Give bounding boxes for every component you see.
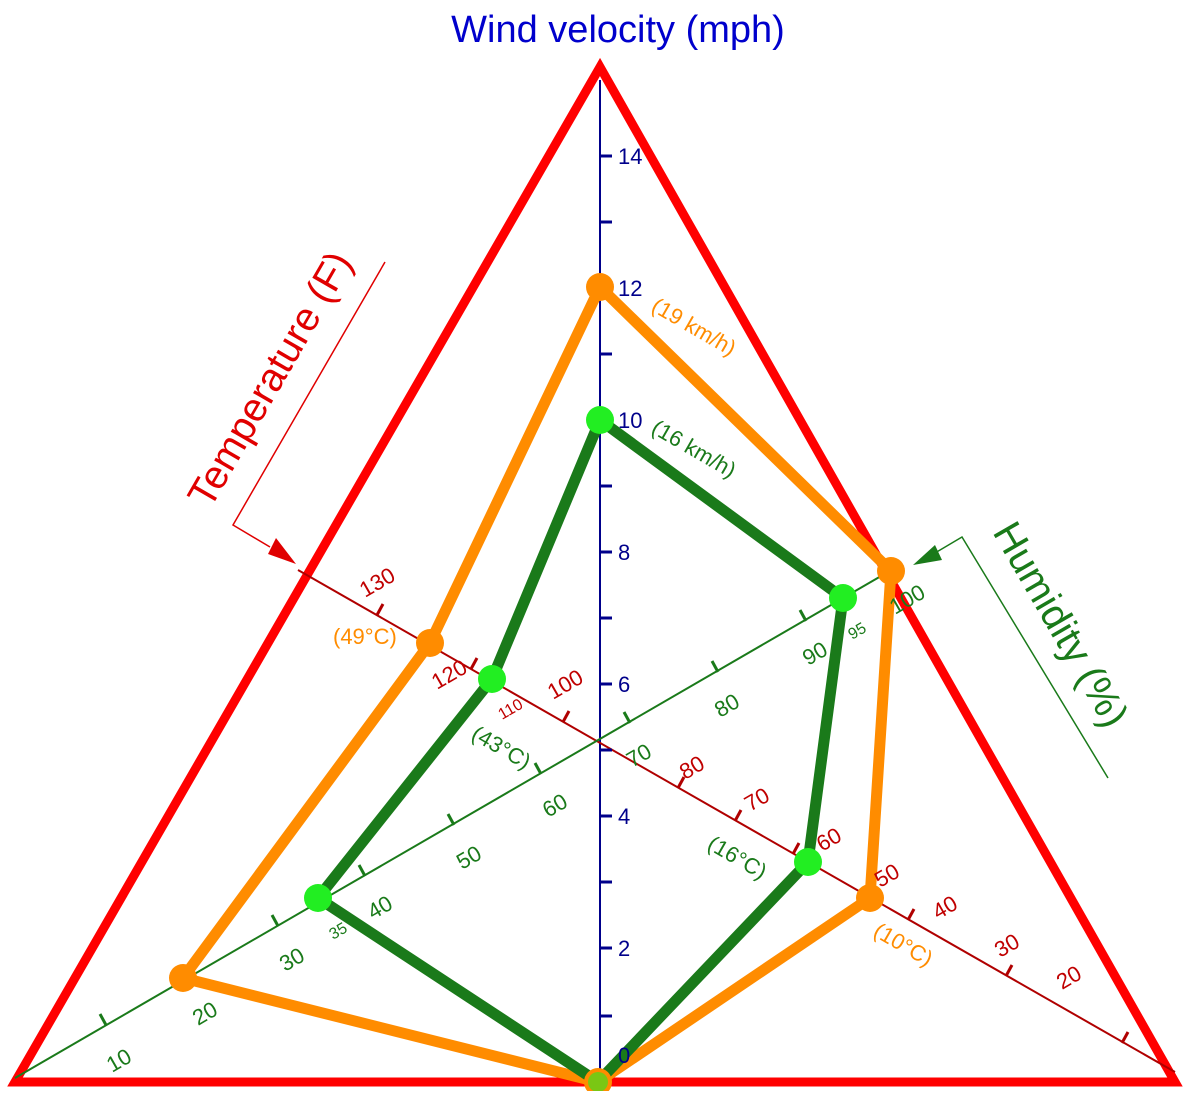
humidity-tick bbox=[446, 813, 456, 826]
humidity-tick bbox=[798, 609, 808, 622]
temperature-tick bbox=[733, 809, 743, 822]
humidity-tick-label: 80 bbox=[710, 688, 744, 722]
temperature-tick bbox=[676, 776, 686, 789]
triangle-frame bbox=[7, 57, 1183, 1087]
wind-axis-title: Wind velocity (mph) bbox=[451, 9, 785, 51]
temperature-tick-label: 120 bbox=[427, 654, 471, 694]
humidity-tick bbox=[710, 660, 720, 673]
humidity-tick-label: 60 bbox=[538, 788, 572, 822]
orange-wind-point bbox=[586, 273, 614, 301]
temperature-tick-label: 130 bbox=[355, 562, 399, 602]
humidity-tick bbox=[533, 762, 543, 775]
humidity-axis-line bbox=[14, 571, 889, 1079]
temperature-tick bbox=[791, 842, 801, 855]
humidity-tick-labels: 10 20 30 35 40 50 60 70 80 90 95 100 bbox=[102, 579, 929, 1077]
wind-tick-label: 14 bbox=[618, 144, 642, 169]
wind-tick-label: 8 bbox=[618, 540, 630, 565]
temperature-tick-label: 30 bbox=[990, 928, 1024, 962]
humidity-tick-label: 30 bbox=[275, 942, 309, 976]
temperature-axis-title: Temperature (F) bbox=[180, 244, 361, 514]
temperature-tick bbox=[1004, 964, 1014, 977]
temperature-tick-label: 40 bbox=[928, 890, 962, 924]
orange-humidity-high-point bbox=[877, 557, 905, 585]
temperature-tick bbox=[469, 657, 479, 670]
green-humidity-low-point bbox=[304, 884, 332, 912]
orange-humidity-low-point bbox=[169, 964, 197, 992]
wind-tick-label: 0 bbox=[618, 1043, 630, 1068]
humidity-tick bbox=[357, 864, 367, 877]
wind-tick-label: 10 bbox=[618, 408, 642, 433]
temperature-tick-label: 100 bbox=[543, 664, 587, 704]
humidity-tick-label: 20 bbox=[188, 996, 222, 1030]
green-series-markers bbox=[304, 406, 857, 912]
green-temp-high-note: (43°C) bbox=[468, 721, 536, 775]
temperature-tick-label: 20 bbox=[1052, 960, 1086, 994]
temperature-tick-label: 70 bbox=[740, 782, 774, 816]
humidity-ticks bbox=[98, 609, 808, 1026]
humidity-arrow bbox=[913, 535, 1109, 779]
orange-temp-high-point bbox=[416, 629, 444, 657]
temperature-ticks bbox=[375, 603, 1130, 1044]
green-wind-point bbox=[586, 406, 614, 434]
humidity-tick-label: 40 bbox=[363, 890, 397, 924]
wind-tick-labels: 0 2 4 6 8 10 12 14 bbox=[618, 144, 642, 1068]
temperature-tick bbox=[375, 603, 385, 616]
humidity-tick-label: 35 bbox=[327, 920, 351, 944]
humidity-tick-label: 90 bbox=[798, 636, 832, 670]
green-temp-high-point bbox=[478, 665, 506, 693]
temperature-tick bbox=[1120, 1031, 1130, 1044]
humidity-tick-label: 10 bbox=[102, 1043, 136, 1077]
wind-tick-label: 2 bbox=[618, 936, 630, 961]
wind-tick-label: 6 bbox=[618, 672, 630, 697]
temperature-tick bbox=[561, 710, 571, 723]
orange-temp-high-note: (49°C) bbox=[333, 624, 397, 649]
temperature-tick bbox=[906, 908, 916, 921]
temperature-tick-label: 110 bbox=[496, 696, 527, 724]
temperature-tick-labels: 20 30 40 50 60 70 80 100 110 120 130 bbox=[355, 562, 1086, 994]
green-wind-note: (16 km/h) bbox=[648, 415, 741, 483]
humidity-tick-label: 70 bbox=[622, 738, 656, 772]
green-temp-low-note: (16°C) bbox=[704, 831, 772, 885]
temperature-arrow bbox=[231, 261, 386, 564]
humidity-tick-label: 95 bbox=[846, 620, 870, 644]
humidity-tick bbox=[98, 1013, 108, 1026]
temperature-tick-label: 80 bbox=[675, 750, 709, 784]
wind-tick-label: 4 bbox=[618, 804, 630, 829]
wind-tick-label: 12 bbox=[618, 276, 642, 301]
humidity-axis-title: Humidity (%) bbox=[984, 515, 1137, 735]
orange-temp-low-note: (10°C) bbox=[870, 918, 938, 972]
orange-temp-low-point bbox=[856, 884, 884, 912]
origin-marker-overlay bbox=[588, 1072, 608, 1092]
humidity-tick bbox=[270, 914, 280, 927]
green-temp-low-point bbox=[794, 848, 822, 876]
green-humidity-high-point bbox=[829, 584, 857, 612]
humidity-tick-label: 50 bbox=[452, 840, 486, 874]
humidity-tick bbox=[622, 711, 632, 724]
